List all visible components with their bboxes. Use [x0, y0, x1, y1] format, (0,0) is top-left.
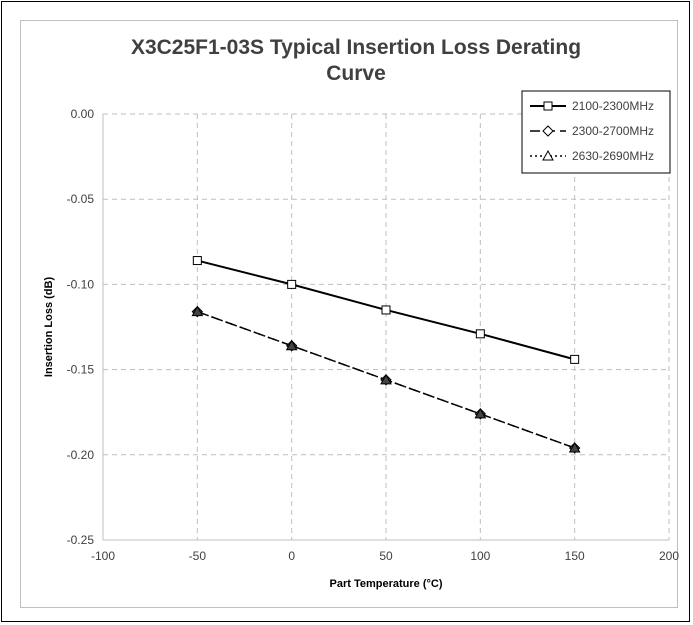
x-tick-label: 0: [288, 549, 295, 563]
y-tick-label: -0.10: [67, 277, 95, 291]
x-tick-label: -100: [91, 549, 115, 563]
data-point-series-3: [568, 441, 581, 453]
series-lines: [191, 256, 581, 454]
data-point-series-1: [381, 305, 391, 315]
legend-label-1: 2100-2300MHz: [572, 99, 654, 113]
chart-title-line-2: Curve: [326, 62, 386, 85]
y-axis-title: Insertion Loss (dB): [43, 277, 55, 378]
legend-label-3: 2630-2690MHz: [572, 149, 654, 163]
x-axis-title: Part Temperature (°C): [330, 578, 443, 590]
data-point-series-3: [380, 373, 392, 385]
x-tick-label: 200: [659, 549, 679, 563]
y-tick-label: -0.25: [67, 533, 95, 547]
y-tick-label: -0.15: [67, 363, 95, 377]
y-tick-label: -0.20: [67, 448, 95, 462]
x-tick-label: -50: [189, 549, 207, 563]
data-point-series-1: [570, 354, 580, 364]
x-tick-label: 100: [470, 549, 490, 563]
data-point-series-3: [285, 339, 298, 351]
legend-label-2: 2300-2700MHz: [572, 124, 654, 138]
x-tick-label: 50: [379, 549, 393, 563]
y-tick-label: -0.05: [67, 192, 95, 206]
chart-title-line-1: X3C25F1-03S Typical Insertion Loss Derat…: [131, 36, 581, 59]
legend-marker-1: [543, 101, 553, 111]
legend-marker-3: [542, 149, 554, 161]
tick-labels: -100 -50 0 50 100 150 200 0.00 -0.05 -0.10 -0.15 -0…: [67, 107, 680, 563]
legend: 2100-2300MHz 2300-2700MHz 2630-2690MHz: [521, 90, 671, 174]
axes: [102, 114, 669, 541]
data-point-series-1: [287, 279, 297, 289]
legend-marker-2: [542, 125, 554, 137]
data-point-series-3: [474, 407, 487, 419]
y-tick-label: 0.00: [71, 107, 95, 121]
x-tick-label: 150: [565, 549, 585, 563]
data-point-series-1: [192, 256, 202, 266]
gridlines: [103, 113, 670, 540]
data-point-series-3: [191, 305, 204, 317]
data-point-series-1: [475, 329, 485, 339]
